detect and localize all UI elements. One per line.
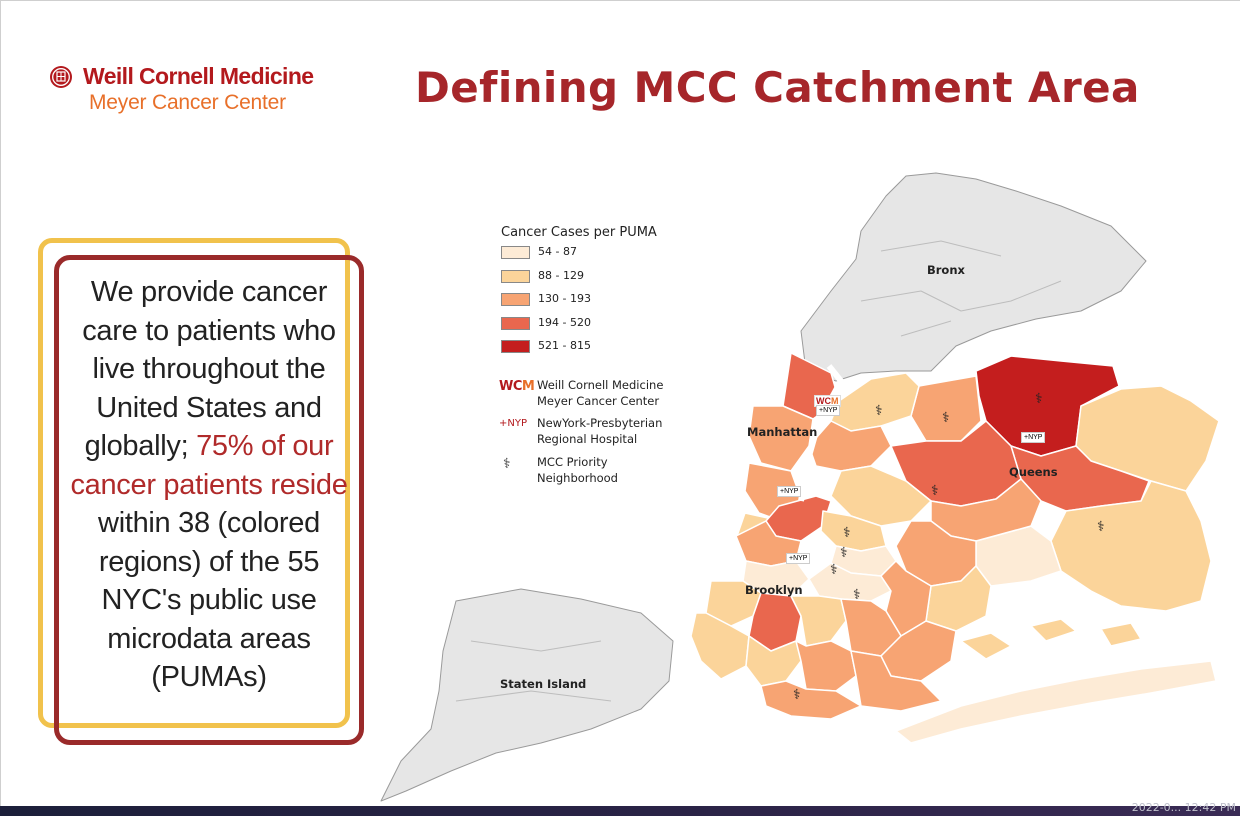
borough-label-staten-island: Staten Island [500,677,587,691]
priority-marker: ⚕ [843,524,851,540]
legend-symbols: WCM Weill Cornell Medicine Meyer Cancer … [499,362,663,485]
brooklyn-region-coney [760,680,862,720]
brooklyn-region-sheepshead [850,650,942,712]
staten-island-region [380,588,674,802]
legend-bins: 54 - 87 88 - 129 130 - 193 194 - 520 521 - 8… [501,244,657,362]
legend-item: 88 - 129 [501,268,657,292]
priority-marker: ⚕ [830,561,838,577]
brooklyn-region-flatbush [790,595,847,647]
legend-swatch [501,269,530,283]
logo-subtitle: Meyer Cancer Center [89,91,286,114]
priority-marker: ⚕ [942,409,950,425]
priority-marker: ⚕ [853,586,861,602]
legend-swatch [501,246,530,259]
nyp-marker-3: +NYP [777,486,802,497]
legend-symbol-wcm-line1: Weill Cornell Medicine [537,377,664,392]
brooklyn-region-midwood [795,640,857,692]
legend-item: 194 - 520 [501,315,657,339]
nyp-marker-4: +NYP [786,553,811,564]
callout-text-after: within 38 (colored regions) of the 55 NY… [98,507,320,693]
jamaica-bay-islands [960,618,1142,660]
legend-swatch [501,316,530,330]
legend-symbol-nyp-line2: Regional Hospital [537,431,638,446]
taskbar-clock: 2022-0... 12:42 PM [1131,801,1236,814]
rockaway-region [895,660,1217,744]
legend-title: Cancer Cases per PUMA [501,225,657,240]
borough-label-bronx: Bronx [927,263,965,277]
wcm-glyph-wc: WC [499,378,522,394]
borough-label-queens: Queens [1009,465,1058,479]
callout-frame-outer [38,238,350,728]
legend-label: 130 - 193 [538,292,591,305]
taskbar: 2022-0... 12:42 PM [0,802,1240,816]
legend-item: 521 - 815 [501,338,657,362]
legend-label: 194 - 520 [538,315,591,329]
nyp-icon: +NYP [499,417,527,429]
map-legend: Cancer Cases per PUMA 54 - 87 88 - 129 130… [499,225,663,485]
queens-region-se [1050,480,1212,612]
legend-swatch [501,340,530,353]
cornell-seal-icon [50,66,72,88]
callout-text: We provide cancer care to patients who l… [67,273,351,697]
brooklyn-region-bayridge [690,612,750,680]
callout-text-before: We provide cancer care to patients who l… [82,276,336,462]
legend-item: 54 - 87 [501,244,657,268]
logo-name: Weill Cornell Medicine [83,63,314,89]
page-title: Defining MCC Catchment Area [415,63,1140,112]
wcm-icon: WCM [499,378,535,394]
manhattan-region-uws [748,405,814,472]
legend-symbol-nyp-line1: NewYork-Presbyterian [537,415,663,430]
priority-marker: ⚕ [840,544,848,560]
stethoscope-icon: ⚕ [503,455,511,472]
legend-symbol-priority-line2: Neighborhood [537,470,618,485]
priority-marker: ⚕ [931,482,939,498]
callout-frame-inner [54,255,364,745]
priority-marker: ⚕ [793,686,801,702]
legend-label: 54 - 87 [538,245,577,258]
borough-label-manhattan: Manhattan [747,425,818,439]
legend-symbol-wcm-line2: Meyer Cancer Center [537,393,660,408]
nyp-marker-2: +NYP [1021,432,1046,443]
nyp-marker-1: +NYP [816,405,841,416]
priority-marker: ⚕ [1097,518,1105,534]
legend-item: 130 - 193 [501,291,657,315]
priority-marker: ⚕ [875,402,883,418]
callout-highlight: 75% of our cancer patients reside [70,430,348,501]
priority-marker: ⚕ [1035,390,1043,406]
legend-swatch [501,293,530,306]
borough-label-brooklyn: Brooklyn [745,583,803,597]
legend-symbol-priority-line1: MCC Priority [537,454,608,469]
wcm-marker-w: WC [816,396,831,406]
bronx-region [800,172,1147,382]
legend-label: 521 - 815 [538,339,591,352]
wcm-glyph-m: M [521,378,535,394]
legend-label: 88 - 129 [538,268,584,282]
wcm-marker-m: M [831,396,839,406]
